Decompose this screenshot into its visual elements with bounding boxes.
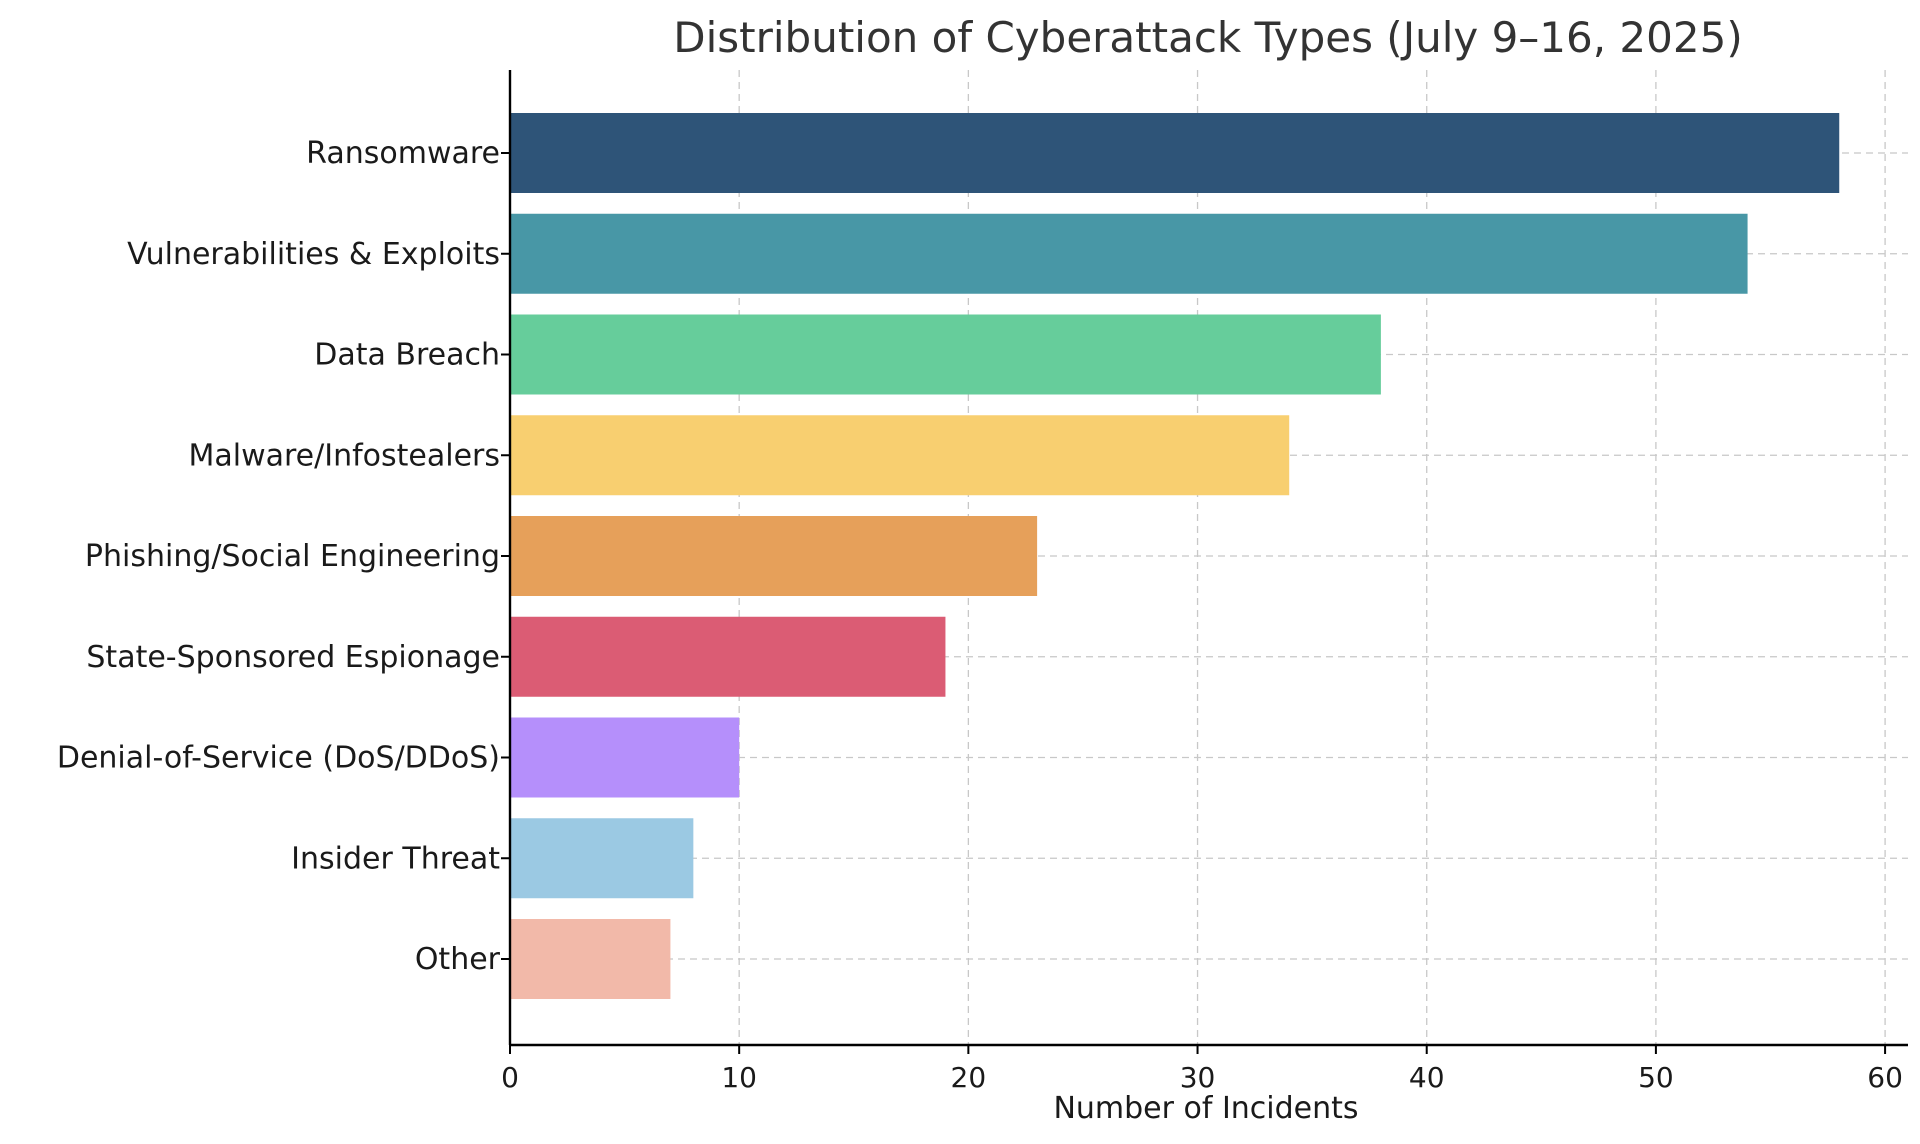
x-tick-label-0: 0 (501, 1061, 519, 1094)
bar-5 (510, 516, 1038, 596)
x-tick-label-40: 40 (1409, 1061, 1445, 1094)
chart-title: Distribution of Cyberattack Types (July … (673, 13, 1742, 62)
bar-6 (510, 616, 946, 697)
x-tick-label-10: 10 (721, 1061, 757, 1094)
bar-9 (510, 919, 671, 999)
category-label-3: Data Breach (314, 338, 500, 373)
bar-7 (510, 717, 740, 798)
axes (508, 70, 1908, 1047)
x-tick-label-50: 50 (1638, 1061, 1674, 1094)
category-label-9: Other (415, 942, 501, 977)
x-axis-label: Number of Incidents (1053, 1091, 1358, 1126)
tick-labels: 0 10 20 30 40 50 60 (501, 152, 1903, 1094)
category-label-2: Vulnerabilities & Exploits (127, 237, 500, 272)
bar-2 (510, 213, 1748, 294)
category-label-5: Phishing/Social Engineering (85, 539, 500, 574)
category-label-7: Denial-of-Service (DoS/DDoS) (57, 741, 500, 776)
category-label-1: Ransomware (306, 136, 500, 171)
category-labels: Ransomware Vulnerabilities & Exploits Data… (57, 136, 501, 977)
bar-3 (510, 314, 1381, 395)
bar-4 (510, 415, 1290, 496)
bar-1 (510, 113, 1840, 193)
x-tick-label-20: 20 (951, 1061, 987, 1094)
category-label-4: Malware/Infostealers (188, 438, 500, 473)
category-label-8: Insider Threat (291, 841, 500, 876)
x-tick-label-60: 60 (1867, 1061, 1903, 1094)
bar-8 (510, 818, 694, 899)
category-label-6: State-Sponsored Espionage (86, 640, 500, 675)
bars (510, 113, 1840, 999)
x-tick-label-30: 30 (1180, 1061, 1216, 1094)
